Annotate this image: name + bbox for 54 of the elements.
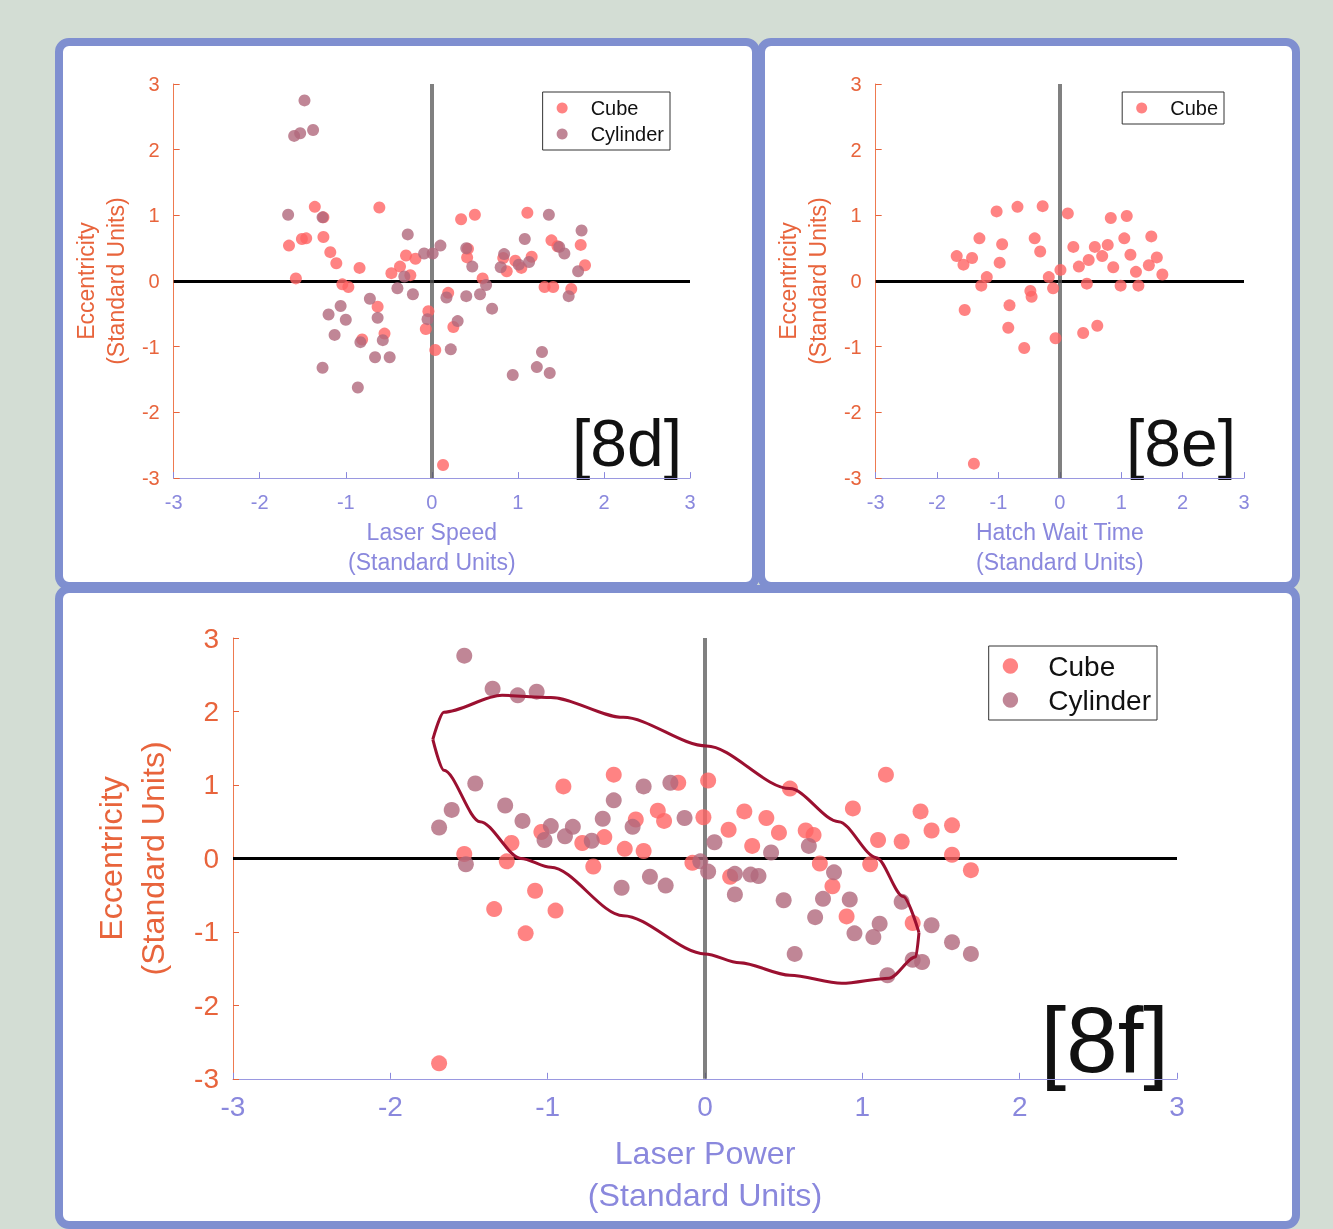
y-tick-label: 0 bbox=[850, 270, 862, 293]
x-tick-label: -2 bbox=[250, 491, 269, 514]
x-tick-label: -3 bbox=[866, 491, 885, 514]
legend-label: Cube bbox=[590, 97, 639, 119]
annotation: [8e] bbox=[1125, 406, 1237, 480]
x-tick-label: -1 bbox=[336, 491, 355, 514]
x-axis-title: Laser Power (Standard Units) bbox=[587, 1135, 823, 1213]
legend-label: Cube bbox=[1170, 97, 1218, 119]
y-tick-label: 3 bbox=[148, 73, 160, 95]
y-tick-label: -2 bbox=[141, 401, 160, 424]
x-axis-title: Laser Speed (Standard Units) bbox=[348, 519, 516, 575]
x-tick-label: 0 bbox=[1054, 491, 1066, 514]
annotation: [8d] bbox=[571, 406, 683, 480]
y-tick-label: 3 bbox=[203, 622, 219, 654]
x-tick-label: 1 bbox=[1115, 491, 1127, 514]
y-tick-label: 1 bbox=[203, 769, 219, 801]
y-tick-label: -1 bbox=[194, 916, 219, 948]
legend-label: Cylinder bbox=[1048, 684, 1151, 716]
x-tick-label: 3 bbox=[1169, 1091, 1185, 1123]
x-tick-label: 3 bbox=[684, 491, 696, 514]
y-axis-title: Eccentricity (Standard Units) bbox=[775, 197, 831, 365]
y-tick-label: 1 bbox=[850, 204, 862, 227]
x-tick-label: -1 bbox=[535, 1091, 561, 1123]
y-tick-label: -3 bbox=[843, 467, 862, 490]
y-tick-label: 3 bbox=[850, 73, 862, 95]
x-tick-label: -2 bbox=[377, 1091, 403, 1123]
y-tick-label: 2 bbox=[148, 138, 160, 161]
y-tick-label: 2 bbox=[203, 695, 219, 727]
y-tick-label: -2 bbox=[194, 989, 219, 1021]
x-tick-label: 2 bbox=[1177, 491, 1189, 514]
x-tick-label: 0 bbox=[426, 491, 438, 514]
y-axis-title: Eccentricity (Standard Units) bbox=[93, 741, 172, 976]
y-tick-label: -3 bbox=[194, 1063, 219, 1095]
y-tick-label: 0 bbox=[203, 842, 219, 874]
y-tick-label: -1 bbox=[843, 335, 862, 358]
x-tick-label: -1 bbox=[989, 491, 1008, 514]
x-tick-label: 0 bbox=[697, 1091, 713, 1123]
legend-label: Cylinder bbox=[590, 123, 665, 145]
y-tick-label: 0 bbox=[148, 270, 160, 293]
x-tick-label: 2 bbox=[1011, 1091, 1028, 1123]
x-tick-label: 3 bbox=[1238, 491, 1250, 514]
y-tick-label: 2 bbox=[850, 138, 862, 161]
x-tick-label: -2 bbox=[928, 491, 946, 514]
x-tick-label: 2 bbox=[598, 491, 610, 514]
y-tick-label: -2 bbox=[843, 401, 862, 424]
x-axis-title: Hatch Wait Time (Standard Units) bbox=[975, 519, 1144, 575]
y-axis-title: Eccentricity (Standard Units) bbox=[73, 197, 129, 365]
y-tick-label: 1 bbox=[148, 204, 160, 227]
legend-label: Cube bbox=[1048, 650, 1116, 682]
x-tick-label: -3 bbox=[164, 491, 183, 514]
x-tick-label: 1 bbox=[512, 491, 524, 514]
y-tick-label: -3 bbox=[141, 467, 160, 490]
y-tick-label: -1 bbox=[141, 335, 160, 358]
annotation: [8f] bbox=[1040, 988, 1169, 1092]
